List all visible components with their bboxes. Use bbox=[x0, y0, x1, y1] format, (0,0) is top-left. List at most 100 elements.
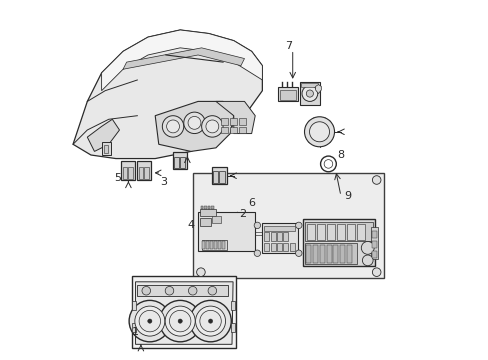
Polygon shape bbox=[315, 85, 321, 94]
Circle shape bbox=[201, 116, 223, 137]
Bar bbox=[333, 245, 338, 263]
Circle shape bbox=[129, 300, 170, 342]
Text: 7: 7 bbox=[285, 41, 292, 51]
Polygon shape bbox=[123, 48, 244, 69]
Bar bbox=[326, 245, 331, 263]
Bar bbox=[346, 224, 354, 240]
Bar bbox=[222, 241, 224, 249]
Polygon shape bbox=[135, 282, 233, 344]
Bar bbox=[121, 161, 135, 180]
Bar bbox=[137, 161, 151, 180]
Bar bbox=[200, 208, 216, 216]
Bar bbox=[239, 127, 245, 133]
Circle shape bbox=[169, 310, 190, 332]
Circle shape bbox=[196, 268, 205, 276]
Bar bbox=[300, 83, 318, 87]
Bar bbox=[206, 241, 209, 249]
Circle shape bbox=[372, 268, 380, 276]
Circle shape bbox=[254, 250, 260, 256]
Bar bbox=[305, 245, 311, 263]
Bar bbox=[303, 219, 374, 266]
Bar bbox=[207, 206, 210, 209]
Circle shape bbox=[142, 287, 150, 295]
Bar bbox=[283, 232, 288, 241]
Bar bbox=[371, 241, 377, 248]
Bar bbox=[239, 118, 245, 125]
Bar bbox=[230, 301, 235, 310]
Circle shape bbox=[372, 176, 380, 184]
Circle shape bbox=[302, 86, 317, 102]
Circle shape bbox=[147, 319, 152, 323]
Bar bbox=[122, 167, 127, 179]
Circle shape bbox=[135, 306, 164, 336]
Circle shape bbox=[183, 112, 205, 134]
Bar bbox=[230, 323, 235, 332]
Circle shape bbox=[188, 116, 201, 129]
Bar bbox=[276, 232, 282, 241]
Circle shape bbox=[305, 90, 313, 97]
Circle shape bbox=[361, 242, 373, 254]
Bar bbox=[230, 118, 236, 125]
Circle shape bbox=[208, 319, 212, 323]
Bar bbox=[230, 127, 236, 133]
Bar bbox=[270, 232, 275, 241]
Bar bbox=[356, 224, 364, 240]
Bar bbox=[174, 157, 179, 168]
Circle shape bbox=[159, 300, 201, 342]
Polygon shape bbox=[73, 30, 262, 158]
Text: 4: 4 bbox=[187, 220, 194, 230]
Bar bbox=[180, 157, 184, 168]
Bar bbox=[200, 206, 203, 209]
Bar bbox=[139, 167, 143, 179]
Circle shape bbox=[254, 222, 260, 229]
Circle shape bbox=[178, 319, 182, 323]
Bar bbox=[370, 227, 378, 259]
Bar bbox=[144, 167, 149, 179]
Polygon shape bbox=[87, 119, 119, 152]
Bar bbox=[319, 245, 324, 263]
Bar bbox=[213, 171, 218, 183]
Bar bbox=[340, 245, 345, 263]
Bar bbox=[306, 224, 314, 240]
Circle shape bbox=[166, 120, 179, 133]
Text: 1: 1 bbox=[132, 327, 139, 337]
Polygon shape bbox=[155, 102, 233, 152]
Bar bbox=[264, 226, 294, 231]
Bar bbox=[203, 206, 206, 209]
Bar bbox=[371, 231, 377, 238]
Bar bbox=[202, 241, 205, 249]
Bar bbox=[137, 285, 228, 296]
Bar bbox=[211, 167, 226, 184]
Bar bbox=[299, 82, 319, 105]
Bar bbox=[278, 87, 298, 102]
Bar bbox=[211, 206, 213, 209]
Text: 6: 6 bbox=[247, 198, 255, 208]
Bar bbox=[262, 223, 298, 253]
Text: 9: 9 bbox=[344, 191, 351, 201]
Bar bbox=[132, 323, 136, 332]
Circle shape bbox=[189, 300, 231, 342]
Circle shape bbox=[200, 310, 221, 332]
Bar bbox=[132, 301, 136, 310]
Bar bbox=[104, 145, 107, 153]
Bar bbox=[198, 212, 255, 251]
Bar bbox=[128, 167, 133, 179]
Bar bbox=[371, 251, 377, 257]
Bar bbox=[305, 243, 356, 264]
Bar bbox=[305, 222, 372, 241]
Circle shape bbox=[205, 120, 218, 133]
Circle shape bbox=[139, 310, 160, 332]
Bar bbox=[312, 245, 317, 263]
Text: 5: 5 bbox=[114, 173, 121, 183]
Circle shape bbox=[304, 117, 334, 147]
Polygon shape bbox=[216, 102, 255, 134]
Circle shape bbox=[309, 122, 329, 142]
Circle shape bbox=[207, 287, 216, 295]
Circle shape bbox=[188, 287, 197, 295]
Bar bbox=[221, 118, 227, 125]
Bar bbox=[326, 224, 334, 240]
Circle shape bbox=[162, 116, 183, 137]
Bar bbox=[201, 240, 226, 249]
Bar bbox=[132, 276, 235, 348]
Bar bbox=[283, 243, 288, 251]
